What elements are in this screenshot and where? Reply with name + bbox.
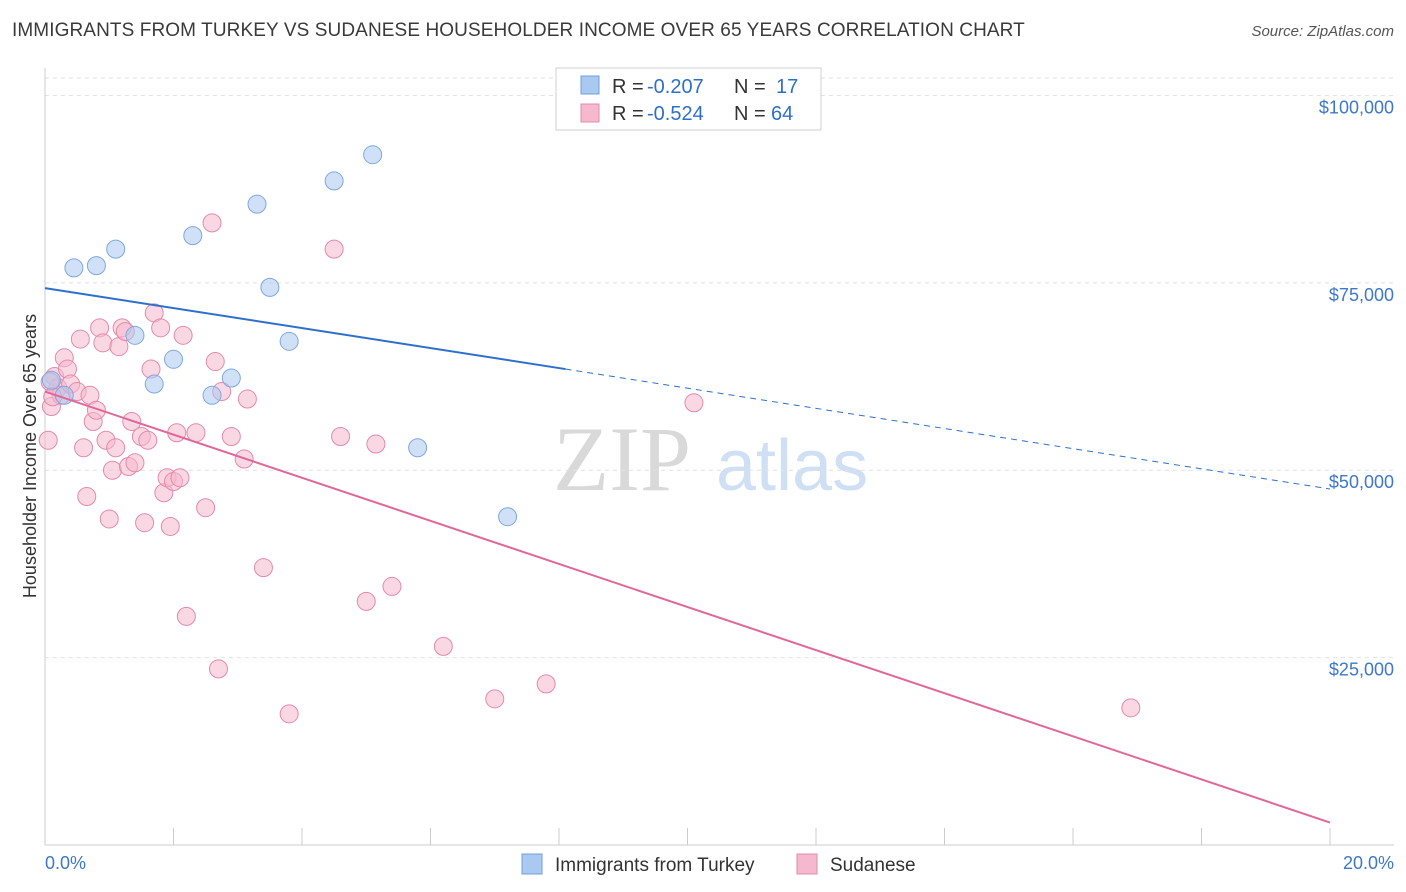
y-tick-labels: $25,000 $50,000 $75,000 $100,000 bbox=[1319, 97, 1394, 679]
point-sudanese bbox=[86, 400, 106, 420]
trend-line-turkey bbox=[44, 287, 566, 371]
point-sudanese bbox=[366, 434, 386, 454]
y-tick-label: $100,000 bbox=[1319, 97, 1394, 117]
point-sudanese bbox=[324, 239, 344, 259]
point-turkey bbox=[125, 325, 145, 345]
trend-line-sudanese bbox=[44, 390, 1331, 824]
point-sudanese bbox=[74, 438, 94, 458]
stats-n-label-sudanese: N = bbox=[734, 103, 766, 125]
point-sudanese bbox=[99, 509, 119, 529]
y-tick-label: $25,000 bbox=[1329, 660, 1394, 680]
stats-r-label-sudanese: R = bbox=[612, 103, 644, 125]
point-turkey bbox=[279, 331, 299, 351]
point-sudanese bbox=[253, 558, 273, 578]
stats-swatch-sudanese bbox=[580, 103, 600, 123]
stats-legend: R = -0.207 N = 17 R = -0.524 N = 64 bbox=[555, 67, 822, 131]
y-tick-label: $50,000 bbox=[1329, 472, 1394, 492]
scatter-points bbox=[38, 145, 1141, 724]
stats-r-label-turkey: R = bbox=[612, 76, 644, 98]
point-sudanese bbox=[1121, 698, 1141, 718]
legend-label-sudanese: Sudanese bbox=[830, 855, 916, 876]
legend-label-turkey: Immigrants from Turkey bbox=[555, 855, 755, 876]
point-turkey bbox=[324, 171, 344, 191]
y-tick-label: $75,000 bbox=[1329, 285, 1394, 305]
legend-swatch-turkey bbox=[521, 853, 543, 875]
axes bbox=[44, 68, 1394, 846]
point-sudanese bbox=[237, 389, 257, 409]
point-sudanese bbox=[135, 513, 155, 533]
point-sudanese bbox=[151, 318, 171, 338]
point-sudanese bbox=[138, 430, 158, 450]
point-sudanese bbox=[433, 636, 453, 656]
chart-source: Source: ZipAtlas.com bbox=[1251, 23, 1394, 40]
point-turkey bbox=[260, 277, 280, 297]
point-sudanese bbox=[202, 213, 222, 233]
point-sudanese bbox=[77, 486, 97, 506]
stats-n-label-turkey: N = bbox=[734, 76, 766, 98]
point-turkey bbox=[408, 438, 428, 458]
stats-swatch-turkey bbox=[580, 75, 600, 95]
trend-line-turkey-extension bbox=[565, 368, 1331, 490]
point-sudanese bbox=[208, 659, 228, 679]
point-turkey bbox=[498, 507, 518, 527]
watermark-atlas: atlas bbox=[716, 426, 868, 506]
point-sudanese bbox=[279, 704, 299, 724]
point-sudanese bbox=[102, 460, 122, 480]
point-sudanese bbox=[331, 427, 351, 447]
point-turkey bbox=[202, 385, 222, 405]
point-turkey bbox=[144, 374, 164, 394]
point-turkey bbox=[86, 256, 106, 276]
point-sudanese bbox=[176, 606, 196, 626]
point-sudanese bbox=[221, 427, 241, 447]
point-sudanese bbox=[382, 576, 402, 596]
point-turkey bbox=[221, 368, 241, 388]
point-sudanese bbox=[485, 689, 505, 709]
point-sudanese bbox=[173, 325, 193, 345]
y-axis-label: Householder Income Over 65 years bbox=[20, 314, 40, 598]
gridlines bbox=[45, 77, 1394, 659]
x-tick-label-max: 20.0% bbox=[1343, 853, 1394, 873]
point-turkey bbox=[363, 145, 383, 165]
stats-n-value-sudanese: 64 bbox=[771, 103, 793, 125]
point-sudanese bbox=[93, 333, 113, 353]
point-turkey bbox=[183, 226, 203, 246]
point-turkey bbox=[164, 349, 183, 369]
point-sudanese bbox=[196, 498, 216, 518]
x-tick-labels: 0.0% 20.0% bbox=[44, 828, 1394, 873]
point-sudanese bbox=[106, 438, 126, 458]
stats-n-value-turkey: 17 bbox=[776, 76, 798, 98]
point-turkey bbox=[64, 258, 84, 278]
stats-r-value-sudanese: -0.524 bbox=[647, 103, 704, 125]
point-sudanese bbox=[356, 591, 376, 611]
legend-swatch-sudanese bbox=[796, 853, 818, 875]
stats-legend-box bbox=[555, 67, 822, 131]
point-sudanese bbox=[170, 468, 190, 488]
series-legend: Immigrants from Turkey Sudanese bbox=[521, 853, 916, 876]
point-sudanese bbox=[70, 329, 90, 349]
trend-lines bbox=[44, 287, 1331, 824]
point-sudanese bbox=[536, 674, 556, 694]
point-sudanese bbox=[125, 453, 145, 473]
point-sudanese bbox=[205, 352, 225, 372]
watermark-zip: ZIP bbox=[553, 408, 691, 510]
point-turkey bbox=[106, 239, 126, 259]
point-sudanese bbox=[38, 430, 58, 450]
x-tick-label-min: 0.0% bbox=[45, 853, 86, 873]
stats-r-value-turkey: -0.207 bbox=[647, 76, 704, 98]
chart-title: IMMIGRANTS FROM TURKEY VS SUDANESE HOUSE… bbox=[12, 20, 1025, 41]
point-sudanese bbox=[160, 516, 180, 536]
point-sudanese bbox=[684, 393, 704, 413]
point-turkey bbox=[41, 370, 61, 390]
point-turkey bbox=[247, 194, 267, 214]
